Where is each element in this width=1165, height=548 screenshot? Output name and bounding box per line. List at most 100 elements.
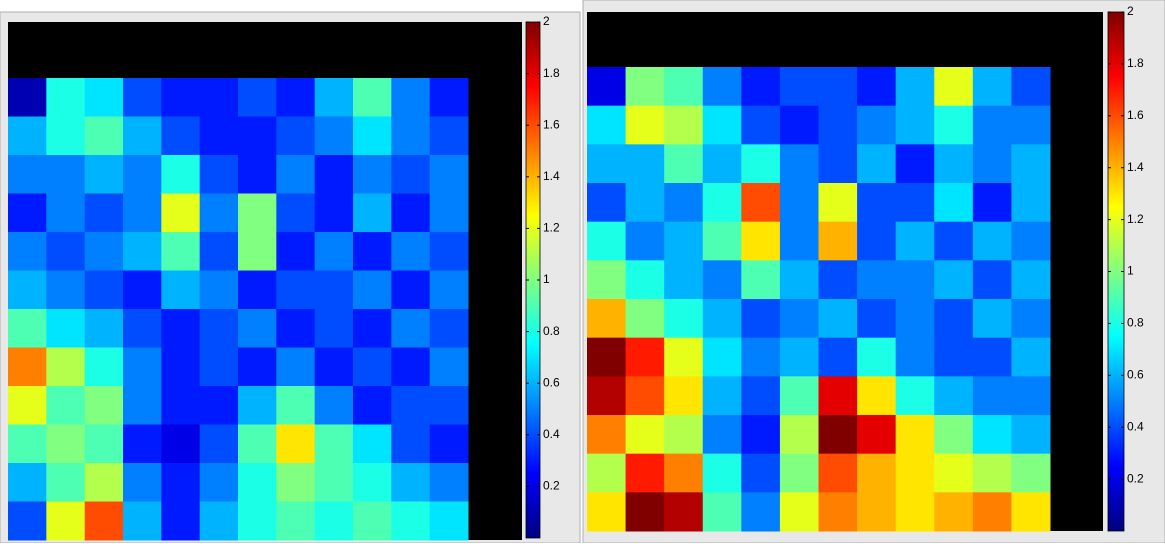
heatmap-cell: [664, 67, 704, 107]
colorbar-tick-label: 1.6: [543, 117, 560, 131]
heatmap-cell: [429, 270, 469, 310]
colorbar-tick-label: 1.2: [543, 221, 560, 235]
colorbar-tick-label: 0.2: [1127, 471, 1144, 485]
heatmap-cell: [625, 492, 665, 532]
heatmap-cell: [353, 386, 392, 425]
heatmap-cell: [276, 347, 316, 387]
colorbar-tick-label: 1: [543, 272, 550, 286]
heatmap-cell: [238, 155, 277, 194]
heatmap-cell: [391, 78, 431, 117]
heatmap-cell: [46, 424, 86, 464]
heatmap-cell: [818, 221, 858, 261]
heatmap-cell: [741, 144, 781, 184]
heatmap-cell: [857, 221, 897, 261]
heatmap-cell: [972, 183, 1012, 223]
heatmap-cell: [238, 463, 277, 502]
heatmap-cell: [314, 501, 354, 541]
heatmap-cell: [353, 155, 392, 194]
heatmap-cell: [391, 270, 431, 310]
heatmap-cell: [702, 67, 742, 107]
heatmap-cell: [46, 78, 86, 117]
heatmap-cell: [199, 78, 239, 117]
heatmap-cell: [934, 183, 974, 223]
heatmap-cell: [895, 144, 935, 184]
heatmap-cell: [276, 386, 316, 425]
heatmap-cell: [314, 463, 354, 502]
heatmap-cell: [664, 183, 704, 223]
heatmap-cell: [857, 144, 897, 184]
heatmap-cell: [664, 376, 704, 416]
heatmap-cell: [857, 183, 897, 223]
heatmap-cell: [741, 105, 781, 145]
heatmap-cell: [161, 155, 201, 194]
heatmap-cell: [123, 463, 162, 502]
heatmap-cell: [587, 67, 627, 107]
heatmap-cell: [857, 492, 897, 532]
heatmap-cell: [8, 193, 47, 233]
heatmap-cell: [741, 299, 781, 339]
heatmap-cell: [84, 347, 124, 387]
heatmap-cell: [702, 453, 742, 493]
heatmap-cell: [779, 260, 819, 300]
heatmap-cell: [779, 67, 819, 107]
heatmap-cell: [895, 183, 935, 223]
heatmap-cell: [972, 453, 1012, 493]
heatmap-cell: [818, 105, 858, 145]
heatmap-cell: [429, 386, 469, 425]
heatmap-cell: [353, 270, 392, 310]
heatmap-cell: [276, 232, 316, 271]
heatmap-cell: [895, 415, 935, 455]
heatmap-cell: [8, 386, 47, 425]
heatmap-cell: [161, 116, 201, 156]
heatmap-cell: [391, 501, 431, 541]
colorbar-tick-label: 1.4: [1127, 160, 1144, 174]
heatmap-cell: [1011, 299, 1051, 339]
heatmap-cell: [429, 424, 469, 464]
heatmap-cell: [1011, 453, 1051, 493]
heatmap-cell: [353, 501, 392, 541]
heatmap-cell: [391, 116, 431, 156]
heatmap-cell: [276, 270, 316, 310]
heatmap-cell: [895, 337, 935, 377]
colorbar-tick-label: 1.6: [1127, 108, 1144, 122]
heatmap-cell: [702, 221, 742, 261]
heatmap-cell: [779, 183, 819, 223]
heatmap-cell: [934, 221, 974, 261]
heatmap-cell: [587, 337, 627, 377]
heatmap-cell: [895, 67, 935, 107]
colorbar-tick-label: 1.8: [543, 66, 560, 80]
heatmap-cell: [972, 337, 1012, 377]
heatmap-cell: [857, 105, 897, 145]
heatmap-cell: [702, 299, 742, 339]
heatmap-cell: [664, 492, 704, 532]
heatmap-cell: [972, 144, 1012, 184]
heatmap-cell: [664, 453, 704, 493]
heatmap-cell: [895, 221, 935, 261]
heatmap-cell: [625, 144, 665, 184]
heatmap-cell: [818, 183, 858, 223]
heatmap-cell: [857, 337, 897, 377]
heatmap-cell: [391, 424, 431, 464]
heatmap-cell: [8, 116, 47, 156]
heatmap-cell: [238, 193, 277, 233]
heatmap-cell: [238, 347, 277, 387]
heatmap-cell: [429, 116, 469, 156]
heatmap-cell: [314, 78, 354, 117]
heatmap-cell: [199, 155, 239, 194]
heatmap-cell: [1011, 183, 1051, 223]
heatmap-cell: [161, 347, 201, 387]
heatmap-cell: [276, 309, 316, 348]
heatmap-cell: [8, 78, 47, 117]
heatmap-cell: [587, 105, 627, 145]
heatmap-cell: [664, 105, 704, 145]
heatmap-cell: [199, 116, 239, 156]
heatmap-cell: [161, 424, 201, 464]
heatmap-cell: [391, 347, 431, 387]
heatmap-cell: [123, 347, 162, 387]
heatmap-cell: [161, 501, 201, 541]
heatmap-cell: [1011, 376, 1051, 416]
heatmap-cell: [353, 193, 392, 233]
heatmap-cell: [199, 270, 239, 310]
heatmap-cell: [625, 453, 665, 493]
heatmap-cell: [587, 183, 627, 223]
